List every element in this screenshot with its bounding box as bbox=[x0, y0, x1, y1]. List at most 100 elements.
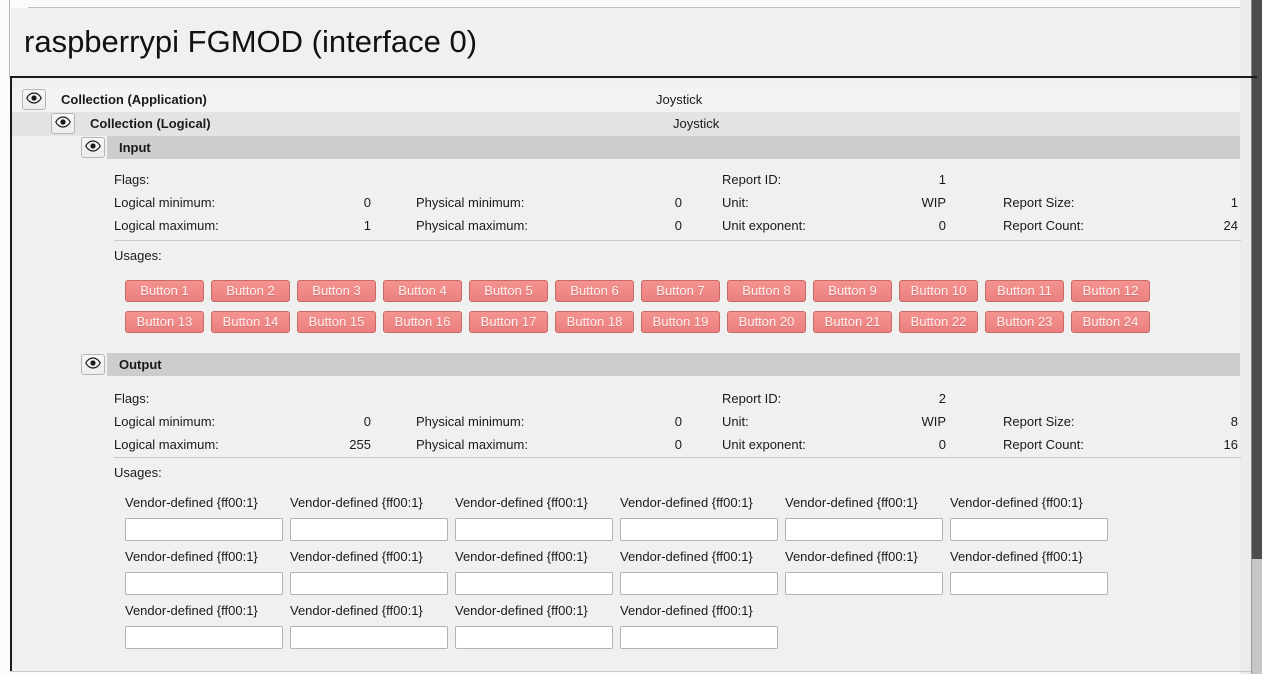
field-label: Physical maximum: bbox=[416, 218, 528, 233]
usage-button[interactable]: Button 6 bbox=[555, 280, 634, 302]
usage-button[interactable]: Button 2 bbox=[211, 280, 290, 302]
visibility-toggle-button[interactable] bbox=[51, 113, 75, 134]
field-cell: Report ID: 1 bbox=[722, 168, 946, 191]
eye-icon bbox=[85, 357, 101, 372]
vendor-usage-input[interactable] bbox=[125, 518, 283, 541]
tree-row-collection-logical: Collection (Logical) Joystick bbox=[12, 112, 1240, 136]
field-label: Report Size: bbox=[1003, 414, 1075, 429]
vendor-usage-label: Vendor-defined {ff00:1} bbox=[950, 495, 1083, 510]
input-section-header: Input bbox=[12, 136, 1240, 159]
field-label: Unit exponent: bbox=[722, 218, 806, 233]
vendor-usage-input[interactable] bbox=[620, 626, 778, 649]
vendor-usage-input[interactable] bbox=[455, 572, 613, 595]
vendor-usages-group: Vendor-defined {ff00:1} Vendor-defined {f… bbox=[125, 496, 1112, 649]
field-label: Logical maximum: bbox=[114, 437, 219, 452]
usage-button[interactable]: Button 12 bbox=[1071, 280, 1150, 302]
field-row: Flags: Report ID: 2 bbox=[114, 387, 1238, 410]
collection-label: Collection (Application) bbox=[61, 92, 207, 107]
vendor-usage-input[interactable] bbox=[125, 572, 283, 595]
visibility-toggle-button[interactable] bbox=[81, 137, 105, 158]
usage-button[interactable]: Button 21 bbox=[813, 311, 892, 333]
vendor-usage-cell: Vendor-defined {ff00:1} bbox=[785, 550, 943, 595]
vendor-usage-input[interactable] bbox=[785, 572, 943, 595]
vertical-scrollbar-track[interactable] bbox=[1251, 559, 1262, 674]
vendor-usage-cell: Vendor-defined {ff00:1} bbox=[125, 496, 283, 541]
vendor-usage-input[interactable] bbox=[455, 626, 613, 649]
field-cell: Unit exponent: 0 bbox=[722, 214, 946, 237]
field-label: Report Size: bbox=[1003, 195, 1075, 210]
vendor-usage-cell: Vendor-defined {ff00:1} bbox=[290, 550, 448, 595]
vendor-usage-input[interactable] bbox=[950, 572, 1108, 595]
usage-button[interactable]: Button 4 bbox=[383, 280, 462, 302]
visibility-toggle-button[interactable] bbox=[81, 354, 105, 375]
field-value: 1 bbox=[938, 172, 946, 187]
usage-button[interactable]: Button 15 bbox=[297, 311, 376, 333]
vendor-usage-cell: Vendor-defined {ff00:1} bbox=[455, 604, 613, 649]
field-cell: Report Size: 8 bbox=[1003, 410, 1238, 433]
vendor-usage-input[interactable] bbox=[125, 626, 283, 649]
field-row: Logical minimum: 0 Physical minimum: 0 Unit:… bbox=[114, 191, 1238, 214]
usage-button[interactable]: Button 11 bbox=[985, 280, 1064, 302]
vendor-usage-input[interactable] bbox=[290, 572, 448, 595]
vendor-usage-label: Vendor-defined {ff00:1} bbox=[455, 495, 588, 510]
field-label: Physical minimum: bbox=[416, 414, 525, 429]
device-tree-panel: Collection (Application) Joystick Collec… bbox=[12, 78, 1241, 671]
field-row: Logical maximum: 1 Physical maximum: 0 Unit … bbox=[114, 214, 1238, 237]
vendor-usage-cell: Vendor-defined {ff00:1} bbox=[125, 604, 283, 649]
vendor-usage-input[interactable] bbox=[785, 518, 943, 541]
vendor-usage-cell: Vendor-defined {ff00:1} bbox=[950, 496, 1108, 541]
vendor-usage-cell: Vendor-defined {ff00:1} bbox=[455, 496, 613, 541]
usage-button[interactable]: Button 16 bbox=[383, 311, 462, 333]
usage-button[interactable]: Button 14 bbox=[211, 311, 290, 333]
field-label: Logical minimum: bbox=[114, 414, 216, 429]
vendor-usage-input[interactable] bbox=[455, 518, 613, 541]
vertical-scrollbar-thumb[interactable] bbox=[1251, 0, 1262, 559]
window-bottom-border bbox=[10, 671, 1251, 672]
usage-button[interactable]: Button 8 bbox=[727, 280, 806, 302]
vendor-usage-label: Vendor-defined {ff00:1} bbox=[290, 549, 423, 564]
section-title: Input bbox=[119, 140, 151, 155]
vendor-usage-input[interactable] bbox=[950, 518, 1108, 541]
usage-button[interactable]: Button 22 bbox=[899, 311, 978, 333]
usage-button[interactable]: Button 5 bbox=[469, 280, 548, 302]
collection-usage: Joystick bbox=[656, 92, 703, 107]
usage-button[interactable]: Button 24 bbox=[1071, 311, 1150, 333]
field-cell: Report Count: 16 bbox=[1003, 433, 1238, 456]
usage-button[interactable]: Button 23 bbox=[985, 311, 1064, 333]
usage-button[interactable]: Button 17 bbox=[469, 311, 548, 333]
field-label: Logical maximum: bbox=[114, 218, 219, 233]
vendor-usage-cell: Vendor-defined {ff00:1} bbox=[950, 550, 1108, 595]
vendor-usage-label: Vendor-defined {ff00:1} bbox=[950, 549, 1083, 564]
content-left-border bbox=[10, 78, 12, 672]
collection-label: Collection (Logical) bbox=[90, 116, 211, 131]
field-label: Flags: bbox=[114, 391, 150, 406]
eye-icon bbox=[85, 140, 101, 155]
vendor-usage-input[interactable] bbox=[620, 518, 778, 541]
field-cell: Physical minimum: 0 bbox=[416, 191, 682, 214]
vendor-usage-input[interactable] bbox=[290, 518, 448, 541]
tree-row-collection-application: Collection (Application) Joystick bbox=[12, 88, 1240, 112]
usage-button[interactable]: Button 13 bbox=[125, 311, 204, 333]
vendor-usage-input[interactable] bbox=[290, 626, 448, 649]
field-label: Physical minimum: bbox=[416, 195, 525, 210]
usage-button[interactable]: Button 7 bbox=[641, 280, 720, 302]
usage-button[interactable]: Button 18 bbox=[555, 311, 634, 333]
usage-button[interactable]: Button 20 bbox=[727, 311, 806, 333]
field-label: Report Count: bbox=[1003, 218, 1084, 233]
vendor-usage-label: Vendor-defined {ff00:1} bbox=[785, 495, 918, 510]
field-cell: Report Size: 1 bbox=[1003, 191, 1238, 214]
field-label: Unit: bbox=[722, 414, 749, 429]
field-value: 0 bbox=[674, 437, 682, 452]
field-label: Unit exponent: bbox=[722, 437, 806, 452]
usage-button[interactable]: Button 19 bbox=[641, 311, 720, 333]
vendor-usage-input[interactable] bbox=[620, 572, 778, 595]
usage-button[interactable]: Button 1 bbox=[125, 280, 204, 302]
field-row: Flags: Report ID: 1 bbox=[114, 168, 1238, 191]
usage-button[interactable]: Button 10 bbox=[899, 280, 978, 302]
field-value: 0 bbox=[674, 195, 682, 210]
usage-button[interactable]: Button 3 bbox=[297, 280, 376, 302]
top-divider bbox=[28, 7, 1252, 8]
vendor-usage-label: Vendor-defined {ff00:1} bbox=[455, 603, 588, 618]
usage-button[interactable]: Button 9 bbox=[813, 280, 892, 302]
visibility-toggle-button[interactable] bbox=[22, 89, 46, 110]
